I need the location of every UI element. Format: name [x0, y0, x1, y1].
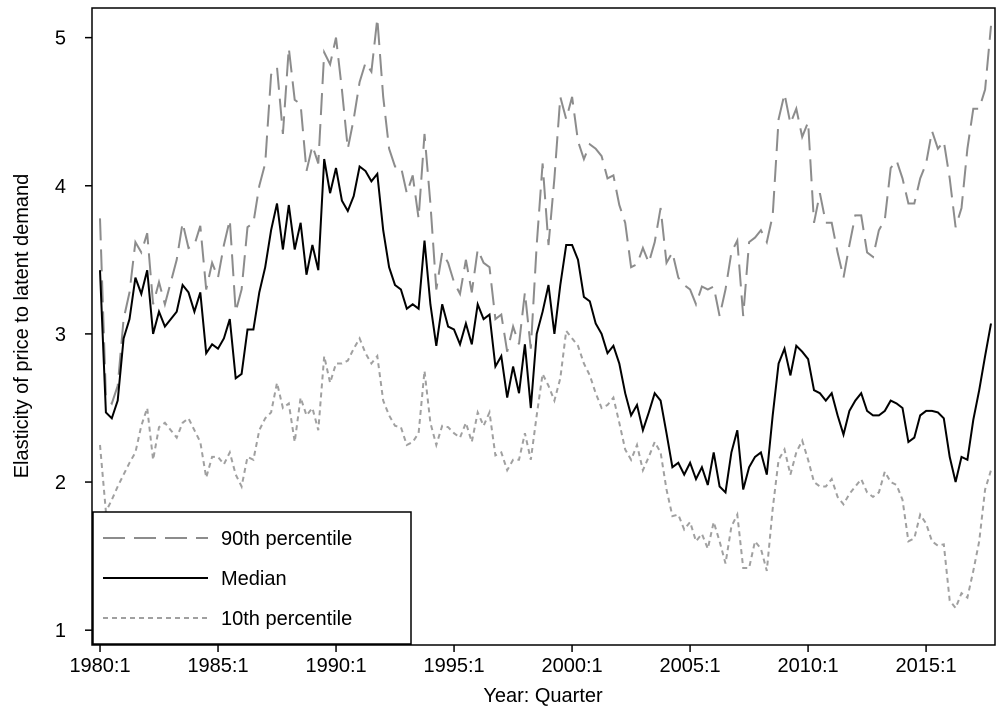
series-line [99, 328, 992, 610]
y-tick-label: 1 [55, 620, 66, 642]
x-tick-label: 1980:1 [69, 655, 130, 677]
legend-label: 90th percentile [221, 528, 352, 550]
series-line [99, 18, 992, 406]
legend-label: Median [221, 568, 287, 590]
y-tick-label: 3 [55, 324, 66, 346]
y-tick-label: 4 [55, 176, 66, 198]
y-tick-label: 5 [55, 28, 66, 50]
x-tick-label: 2015:1 [895, 655, 956, 677]
legend-label: 10th percentile [221, 608, 352, 630]
x-tick-label: 1990:1 [305, 655, 366, 677]
x-tick-label: 2000:1 [541, 655, 602, 677]
series-line [99, 158, 992, 495]
y-tick-label: 2 [55, 472, 66, 494]
y-axis-title: Elasticity of price to latent demand [11, 174, 33, 479]
x-tick-label: 1995:1 [423, 655, 484, 677]
plot-frame [91, 7, 996, 646]
x-axis-title: Year: Quarter [483, 685, 603, 707]
x-tick-label: 2005:1 [659, 655, 720, 677]
x-tick-label: 1985:1 [187, 655, 248, 677]
x-tick-label: 2010:1 [777, 655, 838, 677]
